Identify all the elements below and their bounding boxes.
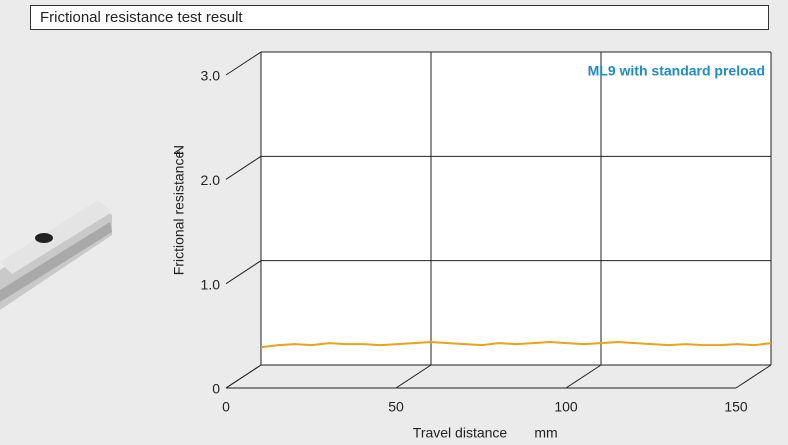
y-tick-label: 1.0 [201, 276, 221, 292]
y-tick-label: 3.0 [201, 68, 221, 84]
x-tick-label: 0 [222, 399, 230, 415]
plot-area [261, 52, 771, 365]
x-tick [225, 364, 262, 389]
y-axis-label: Frictional resistance [171, 151, 187, 276]
legend-label: ML9 with standard preload [588, 63, 765, 79]
x-tick [735, 364, 772, 389]
x-tick [565, 364, 602, 389]
y-axis-unit: N [171, 145, 187, 155]
x-tick-label: 50 [388, 399, 404, 415]
x-axis-label: Travel distance [413, 425, 508, 441]
x-tick [395, 364, 432, 389]
y-tick [225, 155, 262, 180]
x-axis-unit: mm [534, 425, 557, 441]
x-tick-label: 100 [554, 399, 578, 415]
title-box [30, 5, 769, 30]
x-tick-label: 150 [724, 399, 748, 415]
y-tick [225, 260, 262, 285]
y-tick-label: 0 [212, 381, 220, 397]
y-tick-label: 2.0 [201, 172, 221, 188]
series-line [260, 341, 772, 349]
rail-photo [0, 200, 112, 310]
chart-title: Frictional resistance test result [40, 9, 243, 26]
y-tick [225, 51, 262, 76]
